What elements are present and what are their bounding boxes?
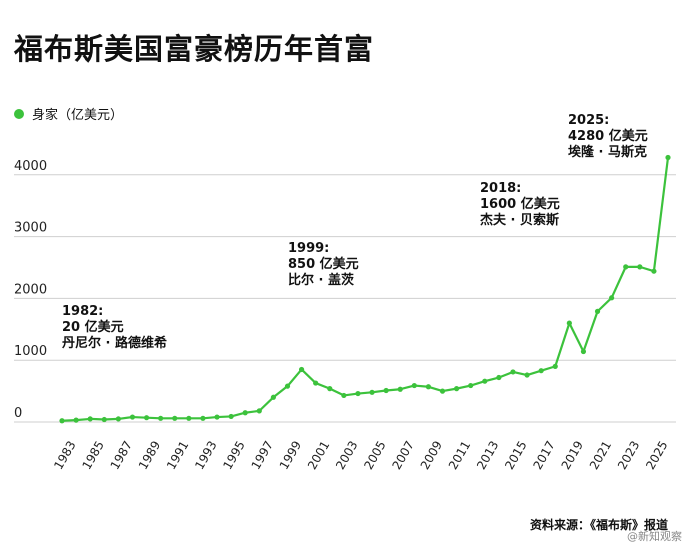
data-point (580, 348, 587, 355)
data-point (270, 394, 276, 400)
data-point (284, 383, 291, 389)
data-point (214, 414, 220, 420)
data-point (87, 416, 93, 422)
y-tick-label: 3000 (14, 221, 47, 236)
data-point (524, 372, 530, 378)
data-point (115, 416, 121, 422)
data-point (101, 416, 107, 423)
y-tick-label: 0 (14, 406, 22, 421)
data-point (439, 388, 446, 394)
annotation-label: 850 亿美元 (288, 256, 359, 272)
x-tick-label: 2005 (361, 439, 388, 472)
x-tick-label: 1997 (249, 439, 276, 472)
annotation-label: 丹尼尔 · 路德维希 (62, 335, 167, 351)
data-point (143, 415, 150, 421)
y-tick-label: 1000 (14, 344, 47, 359)
legend: 身家（亿美元） (14, 104, 123, 123)
data-point (510, 369, 516, 375)
data-point (341, 392, 347, 399)
data-point (186, 415, 192, 421)
data-point (454, 386, 460, 392)
data-point (538, 368, 544, 374)
data-point (651, 268, 657, 274)
x-tick-label: 2025 (643, 439, 670, 472)
data-point (665, 154, 671, 161)
annotation-label: 1982: (62, 304, 103, 319)
annotation-label: 杰夫 · 贝索斯 (480, 212, 559, 228)
x-tick-label: 2013 (474, 439, 501, 472)
data-point (552, 363, 558, 369)
x-tick-label: 1989 (136, 439, 163, 472)
watermark: @新知观察 (627, 530, 682, 543)
data-point (256, 408, 262, 414)
x-tick-label: 2021 (587, 439, 614, 472)
annotation-label: 埃隆 · 马斯克 (568, 144, 647, 160)
chart-title: 福布斯美国富豪榜历年首富 (14, 32, 375, 66)
x-tick-label: 2017 (530, 439, 557, 472)
data-point (482, 378, 488, 384)
data-point (228, 413, 234, 420)
data-point (425, 384, 432, 390)
legend-label: 身家（亿美元） (32, 108, 124, 123)
x-tick-label: 2009 (418, 439, 445, 472)
data-point (327, 386, 333, 392)
x-tick-label: 2023 (615, 439, 642, 472)
x-tick-label: 1985 (79, 439, 106, 472)
data-point (242, 410, 248, 416)
x-tick-label: 2001 (305, 439, 332, 472)
x-tick-label: 1993 (192, 439, 219, 472)
x-tick-label: 1999 (277, 439, 304, 472)
data-point (369, 389, 375, 395)
data-point (383, 387, 389, 394)
annotation-label: 1999: (288, 241, 329, 256)
x-tick-label: 1995 (220, 439, 247, 472)
annotation-label: 1600 亿美元 (480, 196, 560, 212)
data-point (355, 390, 361, 397)
y-tick-label: 4000 (14, 159, 47, 174)
annotation-label: 2018: (480, 181, 521, 196)
series-line (61, 157, 670, 422)
y-tick-label: 2000 (14, 282, 47, 297)
x-tick-label: 1987 (108, 439, 135, 472)
data-point (566, 320, 572, 326)
annotation-label: 2025: (568, 113, 609, 128)
legend-marker (14, 108, 24, 119)
annotation-label: 4280 亿美元 (568, 128, 648, 144)
data-point (73, 417, 79, 423)
data-point (59, 418, 65, 424)
data-point (313, 380, 319, 386)
data-point (468, 382, 474, 389)
data-point (623, 264, 629, 270)
source-note: 资料来源：《福布斯》报道 (529, 518, 668, 532)
x-tick-label: 2019 (559, 439, 586, 472)
annotation-label: 20 亿美元 (62, 319, 124, 335)
x-tick-label: 1991 (164, 439, 191, 472)
annotation-label: 比尔 · 盖茨 (288, 272, 355, 288)
data-point (609, 295, 615, 301)
data-point (496, 374, 502, 381)
data-point (594, 308, 601, 314)
data-point (637, 264, 643, 270)
x-tick-label: 1983 (51, 439, 78, 472)
data-point (129, 414, 136, 420)
x-tick-label: 2011 (446, 439, 473, 472)
data-point (411, 382, 417, 389)
data-point (158, 415, 164, 421)
data-point (200, 415, 206, 421)
data-point (172, 415, 178, 421)
data-point (298, 366, 305, 373)
x-tick-label: 2003 (333, 439, 360, 472)
x-tick-label: 2015 (502, 439, 529, 472)
data-point (397, 386, 403, 392)
x-tick-label: 2007 (390, 439, 417, 472)
